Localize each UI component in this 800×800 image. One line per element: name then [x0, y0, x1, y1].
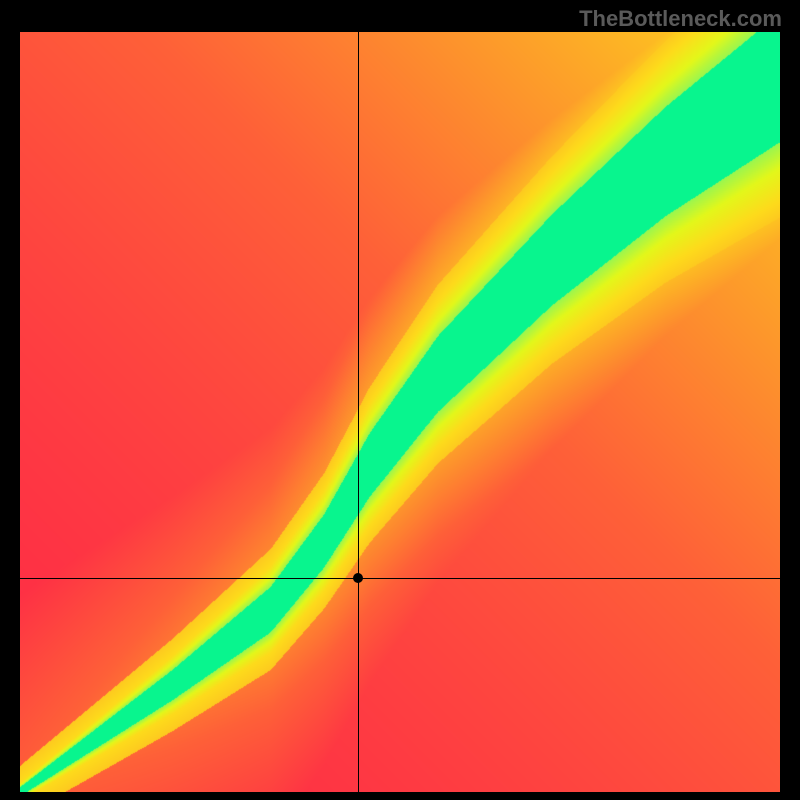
crosshair-horizontal-line [20, 578, 780, 579]
watermark-text: TheBottleneck.com [579, 6, 782, 32]
heatmap-canvas [20, 32, 780, 792]
crosshair-vertical-line [358, 32, 359, 792]
chart-container: TheBottleneck.com [0, 0, 800, 800]
heatmap-plot-area [20, 32, 780, 792]
